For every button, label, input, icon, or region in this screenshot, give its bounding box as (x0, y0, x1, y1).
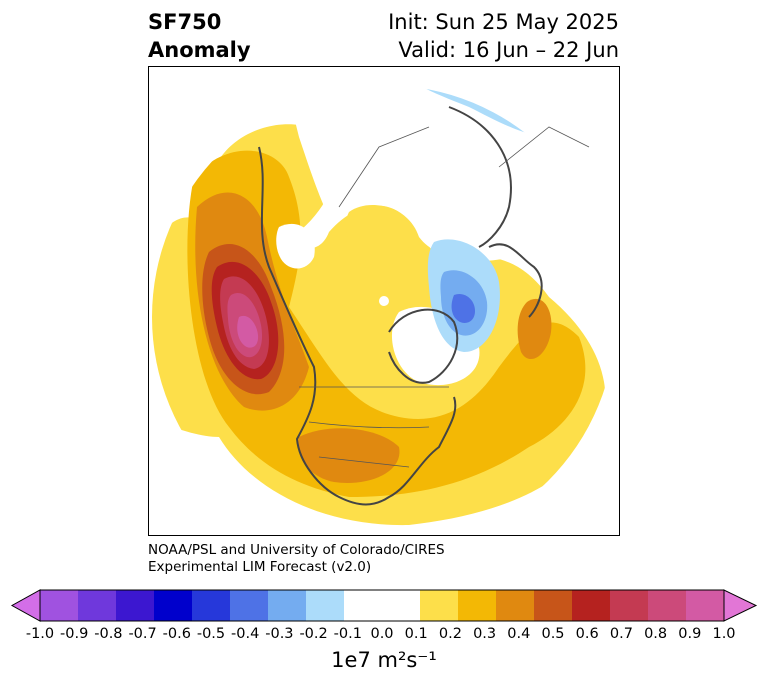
colorbar-cell (78, 590, 117, 621)
colorbar-tick-label: 0.5 (541, 626, 565, 642)
colorbar-units: 1e7 m²s⁻¹ (331, 648, 437, 672)
coastline-north-america (258, 146, 457, 506)
colorbar-cell (420, 590, 459, 621)
colorbar-cell (648, 590, 687, 621)
north-pole-marker (379, 296, 389, 306)
colorbar-tick-label: -0.4 (231, 626, 260, 642)
colorbar-tick-label: 0.7 (609, 626, 633, 642)
colorbar-cells (10, 589, 758, 622)
colorbar-cell (572, 590, 611, 621)
colorbar-tick-label: -0.7 (128, 626, 157, 642)
variable-label: SF750 (148, 10, 222, 34)
colorbar-cell (154, 590, 193, 621)
colorbar-tick-label: -1.0 (25, 626, 55, 642)
colorbar-tick-label: 0.8 (644, 626, 668, 642)
forecast-dates: Init: Sun 25 May 2025 Valid: 16 Jun – 22… (388, 8, 619, 64)
map-title: SF750 Anomaly (148, 8, 251, 64)
colorbar-tick-label: 1.0 (712, 626, 736, 642)
colorbar-extension-max (723, 589, 758, 622)
colorbar-cell (344, 590, 383, 621)
colorbar-tick-label: -0.9 (60, 626, 89, 642)
credit-line-2: Experimental LIM Forecast (v2.0) (148, 559, 372, 575)
colorbar-tick-label: -0.5 (196, 626, 226, 642)
colorbar-cell (230, 590, 269, 621)
colorbar-cell (192, 590, 231, 621)
colorbar-cell (382, 590, 421, 621)
colorbar-tick-label: -0.1 (333, 626, 362, 642)
contour-blue (451, 293, 475, 323)
contour-light-yellow (345, 204, 412, 264)
colorbar-tick-label: 0.2 (438, 626, 462, 642)
coastline-europe (488, 243, 543, 318)
colorbar-tick-label: 0.4 (507, 626, 531, 642)
colorbar-tick-label: 0.3 (473, 626, 497, 642)
border-line (308, 421, 430, 429)
colorbar-ticks: -1.0 -0.9 -0.8 -0.7 -0.6 -0.5 -0.4 -0.3 -0.2 -0.1… (0, 626, 768, 646)
colorbar-cell (306, 590, 345, 621)
colorbar-tick-label: 0.0 (370, 626, 394, 642)
contour-zero-patch (276, 223, 315, 269)
coastline-asia (448, 106, 512, 248)
colorbar-cell (268, 590, 307, 621)
colorbar-cell (686, 590, 725, 621)
contour-pink (237, 315, 259, 348)
border-line (498, 126, 590, 168)
colorbar-cell (458, 590, 497, 621)
contour-fills (152, 85, 606, 526)
colorbar-tick-label: 0.1 (404, 626, 428, 642)
coastline-greenland (388, 308, 459, 384)
colorbar-tick-label: -0.8 (94, 626, 123, 642)
borders (299, 126, 590, 468)
colorbar-cell (116, 590, 155, 621)
map-canvas (152, 85, 606, 526)
credit-line-1: NOAA/PSL and University of Colorado/CIRE… (148, 542, 445, 558)
field-label: Anomaly (148, 38, 251, 62)
border-line (318, 456, 410, 468)
colorbar (10, 589, 758, 622)
valid-range: Valid: 16 Jun – 22 Jun (398, 38, 619, 62)
colorbar-tick-label: 0.6 (575, 626, 599, 642)
contour-zero-arctic (279, 85, 580, 267)
credit-text: NOAA/PSL and University of Colorado/CIRE… (148, 542, 445, 576)
colorbar-cell (610, 590, 649, 621)
colorbar-cell (496, 590, 535, 621)
contour-orange (517, 298, 552, 360)
colorbar-tick-label: -0.6 (162, 626, 191, 642)
colorbar-extension-min (10, 589, 41, 622)
colorbar-cell (40, 590, 79, 621)
colorbar-frame (39, 589, 725, 622)
border-line (338, 126, 430, 208)
colorbar-tick-label: -0.3 (265, 626, 294, 642)
init-date: Init: Sun 25 May 2025 (388, 10, 619, 34)
coastlines (258, 106, 543, 506)
contour-orange (298, 428, 400, 483)
colorbar-tick-label: -0.2 (299, 626, 328, 642)
colorbar-cell (534, 590, 573, 621)
colorbar-tick-label: 0.9 (678, 626, 702, 642)
anomaly-map (148, 66, 620, 536)
